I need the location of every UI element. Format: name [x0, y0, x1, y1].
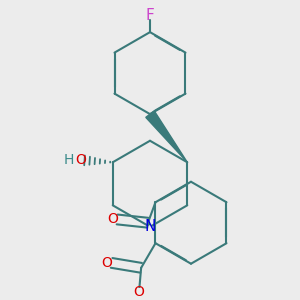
Circle shape [106, 262, 108, 264]
Text: H: H [63, 153, 74, 167]
Circle shape [149, 226, 151, 228]
Circle shape [68, 159, 69, 161]
Text: N: N [144, 219, 156, 234]
Circle shape [138, 292, 140, 293]
Circle shape [149, 15, 151, 16]
Polygon shape [146, 111, 187, 162]
Text: O: O [101, 256, 112, 270]
Text: O: O [107, 212, 118, 226]
Circle shape [111, 218, 113, 220]
Circle shape [80, 159, 82, 161]
Text: O: O [134, 285, 145, 299]
Text: F: F [146, 8, 154, 23]
Text: O: O [75, 153, 86, 167]
